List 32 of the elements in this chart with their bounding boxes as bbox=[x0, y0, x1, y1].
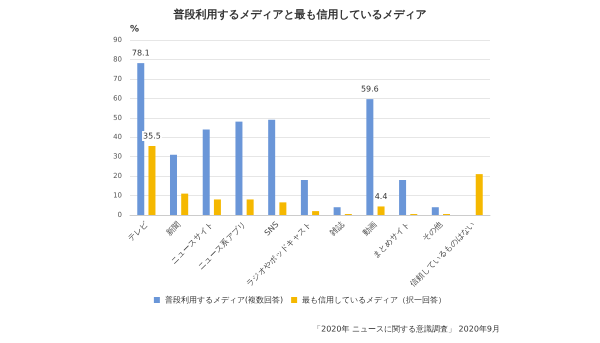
bar bbox=[399, 180, 406, 215]
bar bbox=[300, 180, 308, 215]
bar bbox=[246, 199, 254, 215]
bar bbox=[170, 154, 177, 215]
bar bbox=[214, 199, 221, 215]
bar bbox=[181, 194, 188, 215]
data-label: 4.4 bbox=[374, 192, 388, 201]
bar bbox=[476, 174, 483, 215]
legend-label: 最も信用しているメディア（択一回答） bbox=[302, 296, 446, 304]
bar bbox=[432, 207, 439, 215]
bar bbox=[202, 129, 210, 215]
bar bbox=[268, 120, 276, 215]
data-label: 35.5 bbox=[143, 131, 161, 140]
x-tick-label: その他 bbox=[420, 220, 444, 244]
text: 「2020年 ニュースに関する意識調査」 2020年9月 bbox=[313, 324, 500, 334]
y-axis-title: % bbox=[130, 24, 140, 34]
x-tick-label: 新聞 bbox=[164, 220, 182, 238]
bar bbox=[312, 211, 320, 215]
bar bbox=[148, 146, 156, 215]
data-label: 59.6 bbox=[360, 84, 379, 94]
chart-title: 普段利用するメディアと最も信用しているメディア bbox=[172, 8, 426, 21]
bar bbox=[334, 207, 341, 215]
bar bbox=[279, 202, 286, 215]
legend-label: 普段利用するメディア(複数回答) bbox=[164, 296, 284, 304]
x-tick-label: 動画 bbox=[360, 220, 379, 238]
x-tick-label: 雑誌 bbox=[328, 220, 346, 238]
bar bbox=[366, 99, 374, 215]
bar bbox=[378, 206, 385, 215]
data-label: 78.1 bbox=[132, 48, 150, 58]
bar bbox=[235, 122, 242, 215]
x-tick-label: テレビ bbox=[126, 219, 150, 244]
bar bbox=[137, 63, 144, 215]
